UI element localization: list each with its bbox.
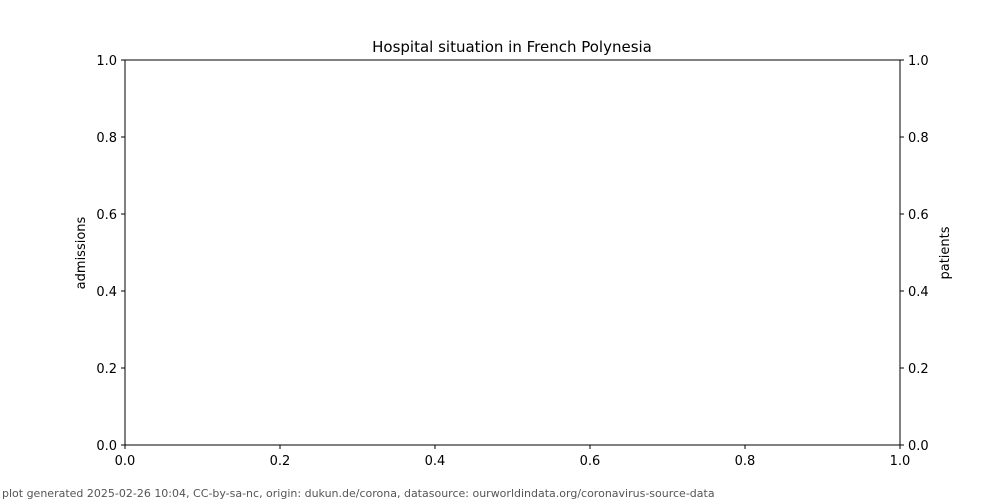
- left-y-axis-ticks: 0.0 0.2 0.4 0.6 0.8 1.0: [96, 54, 125, 454]
- left-y-tick-label: 0.8: [96, 131, 117, 146]
- x-tick-label: 0.6: [580, 454, 601, 469]
- plot-area: [124, 59, 901, 446]
- left-y-tick-label: 0.4: [96, 285, 117, 300]
- right-y-tick-label: 0.8: [908, 131, 929, 146]
- left-y-tick-label: 0.0: [96, 439, 117, 454]
- right-y-tick-label: 0.2: [908, 362, 929, 377]
- x-tick-label: 0.4: [425, 454, 446, 469]
- right-y-tick-label: 0.4: [908, 285, 929, 300]
- left-y-tick-label: 1.0: [96, 54, 117, 69]
- x-axis-ticks: 0.0 0.2 0.4 0.6 0.8 1.0: [115, 445, 911, 469]
- chart-title: Hospital situation in French Polynesia: [372, 38, 652, 56]
- x-tick-label: 0.0: [115, 454, 136, 469]
- footer-credit: plot generated 2025-02-26 10:04, CC-by-s…: [2, 487, 715, 500]
- x-tick-label: 1.0: [890, 454, 911, 469]
- right-y-axis-ticks: 0.0 0.2 0.4 0.6 0.8 1.0: [900, 54, 929, 454]
- left-y-tick-label: 0.2: [96, 362, 117, 377]
- right-y-tick-label: 0.6: [908, 208, 929, 223]
- left-y-axis-label: admissions: [74, 216, 89, 289]
- right-y-tick-label: 1.0: [908, 54, 929, 69]
- right-y-tick-label: 0.0: [908, 439, 929, 454]
- right-y-axis-label: patients: [938, 226, 953, 279]
- x-tick-label: 0.8: [735, 454, 756, 469]
- left-y-tick-label: 0.6: [96, 208, 117, 223]
- x-tick-label: 0.2: [270, 454, 291, 469]
